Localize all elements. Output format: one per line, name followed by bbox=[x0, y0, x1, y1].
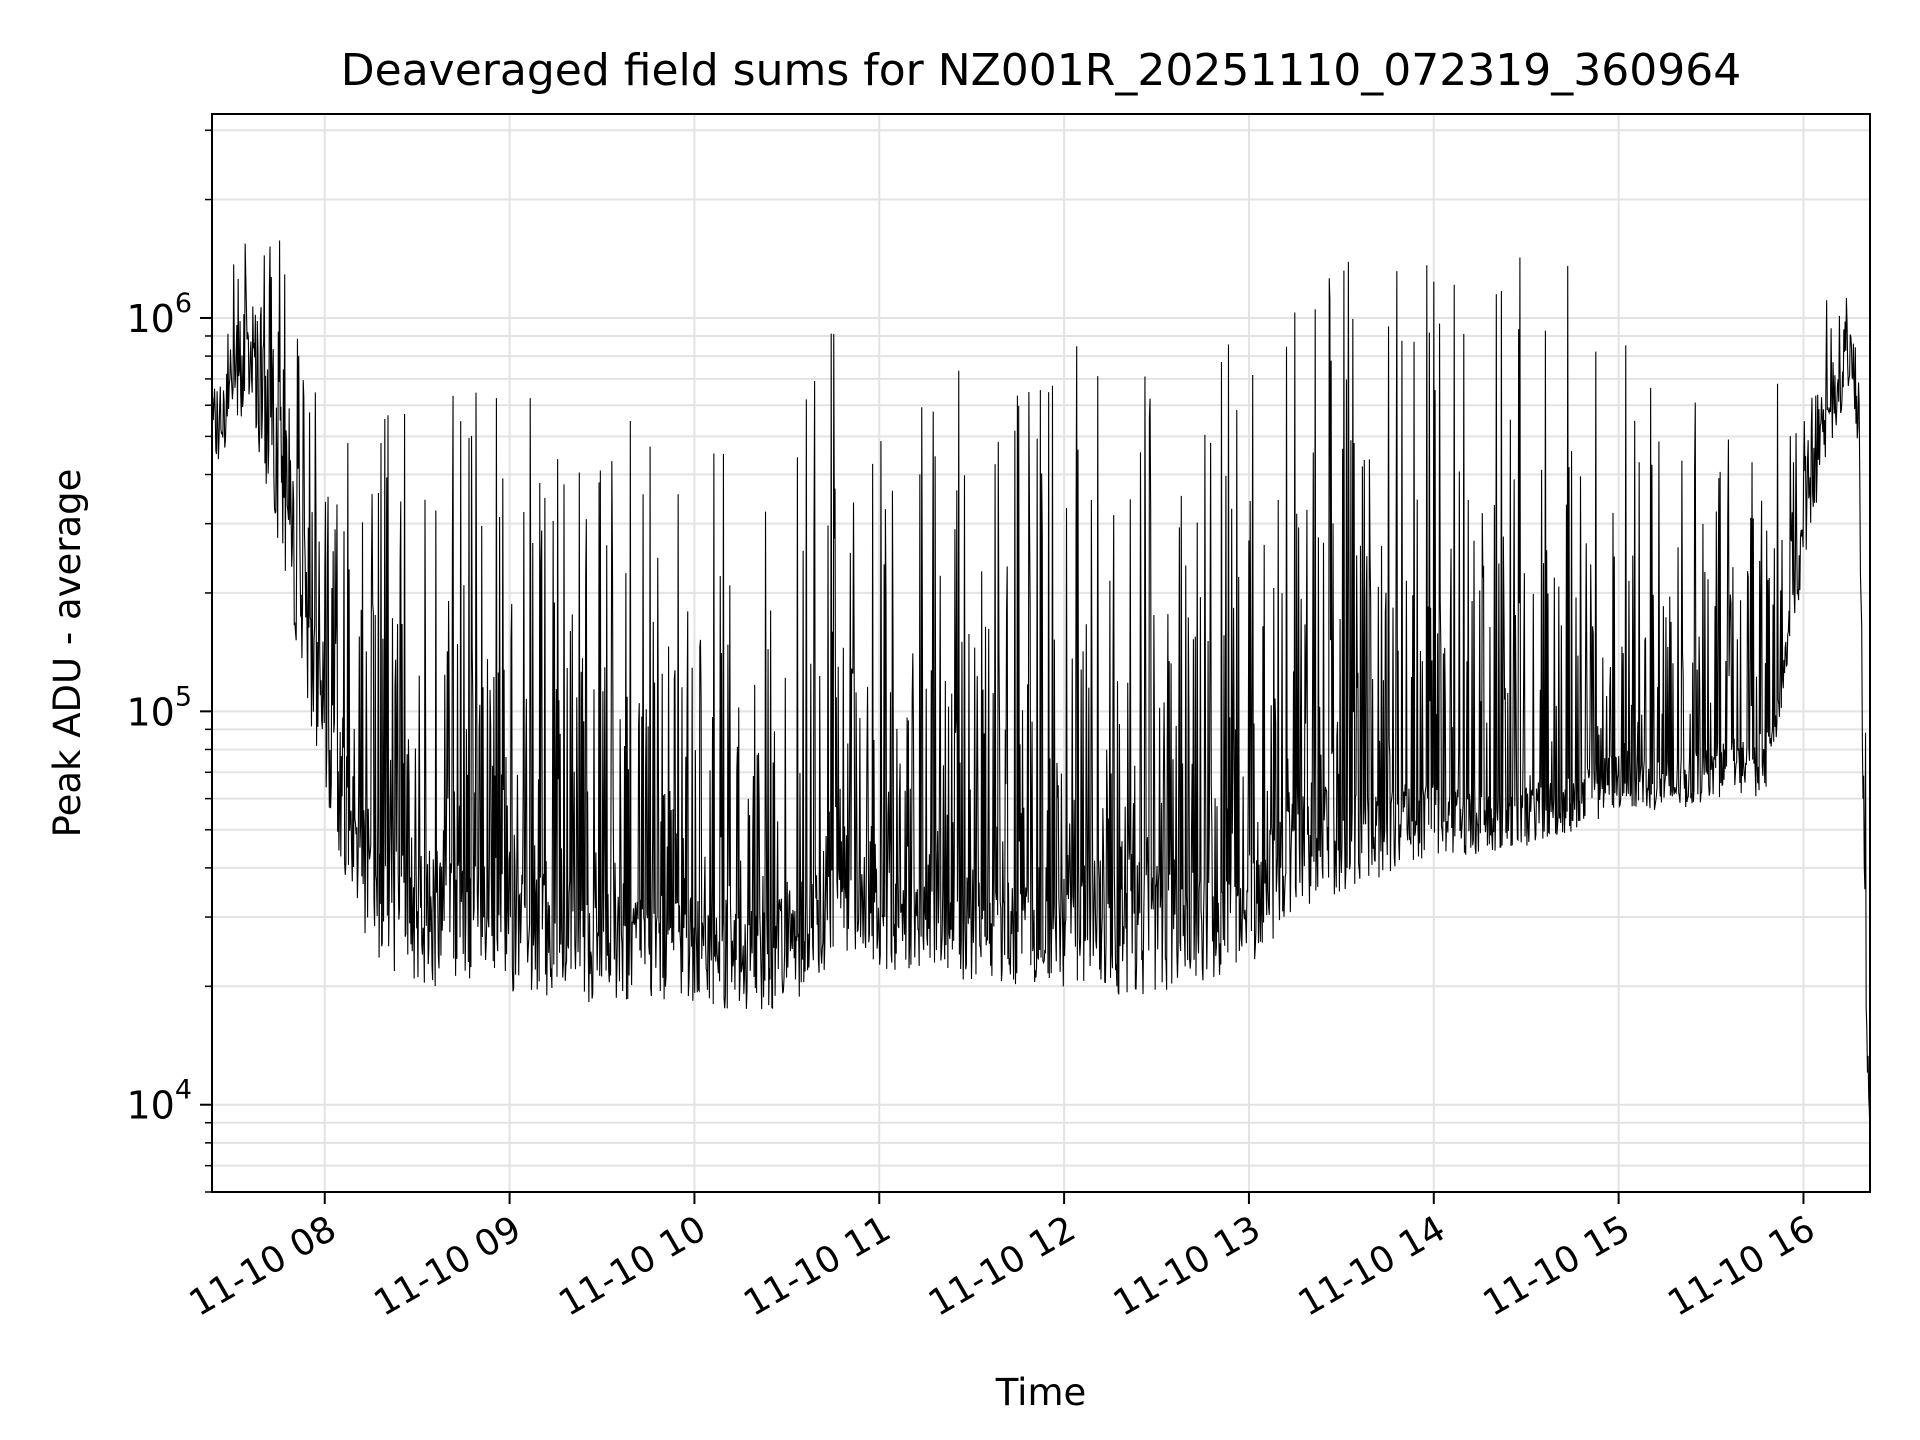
y-tick-exponent: 6 bbox=[175, 288, 192, 319]
y-tick-label: 105 bbox=[126, 681, 192, 734]
y-tick-base: 10 bbox=[126, 1084, 174, 1128]
x-axis-label: Time bbox=[995, 1371, 1087, 1414]
y-tick-exponent: 5 bbox=[175, 681, 192, 712]
series-line bbox=[211, 240, 1871, 1140]
y-tick-base: 10 bbox=[126, 297, 174, 341]
y-tick-label: 104 bbox=[126, 1075, 192, 1128]
y-tick-exponent: 4 bbox=[175, 1075, 192, 1106]
y-tick-label: 106 bbox=[126, 288, 192, 341]
y-axis-label: Peak ADU - average bbox=[46, 469, 89, 838]
y-tick-base: 10 bbox=[126, 690, 174, 734]
plot-area bbox=[211, 240, 1871, 1140]
chart-title: Deaveraged field sums for NZ001R_2025111… bbox=[341, 45, 1741, 96]
axes-frame bbox=[211, 113, 1871, 1193]
